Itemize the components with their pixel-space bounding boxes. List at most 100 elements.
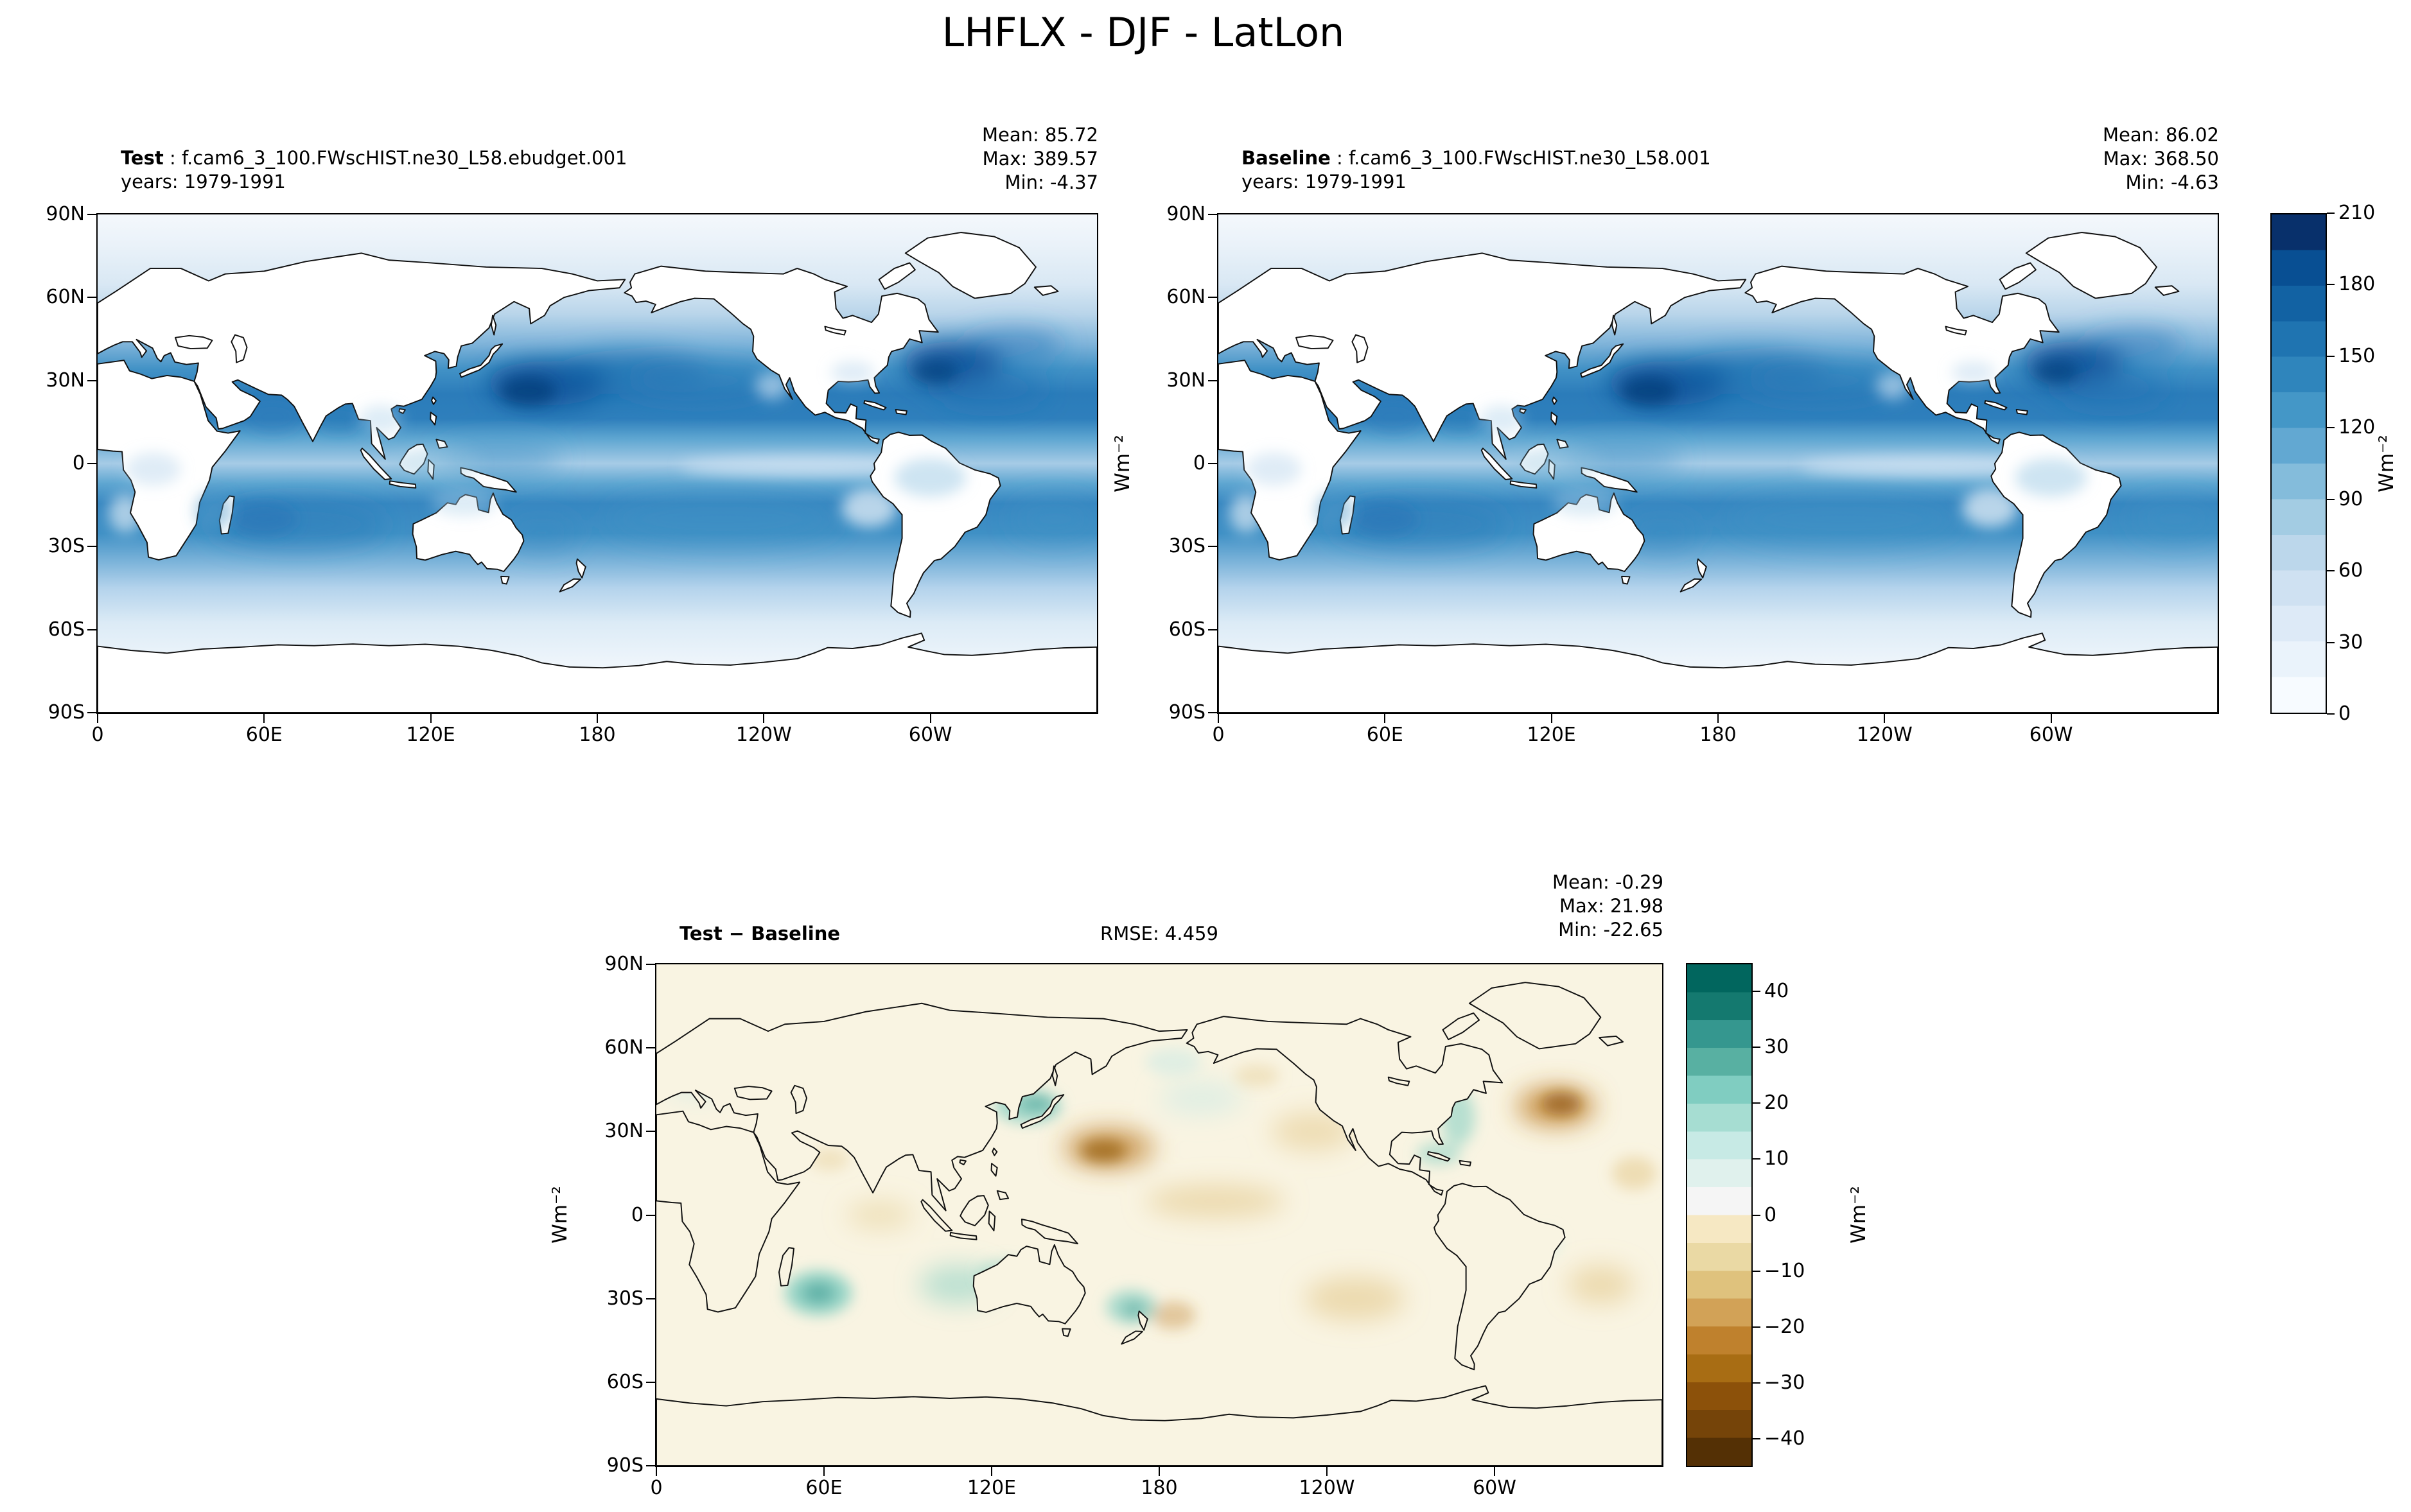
y-tick-label: 90N: [1166, 203, 1206, 225]
y-tick-label: 60N: [604, 1036, 644, 1059]
colorbar-tick-label: −30: [1764, 1371, 1805, 1395]
colorbar-tick-mark: [1753, 1046, 1760, 1048]
baseline-ylabel-unit: Wm⁻²: [1111, 435, 1134, 492]
diff-label: Test − Baseline: [679, 923, 841, 944]
colorbar-tick-label: 0: [1764, 1203, 1777, 1226]
colorbar-tick-label: 30: [1764, 1035, 1789, 1058]
colorbar-tick-mark: [2327, 641, 2335, 643]
colorbar-tick-label: 0: [2338, 702, 2351, 725]
x-tick-mark: [1218, 714, 1219, 723]
y-tick-label: 30N: [46, 369, 85, 392]
colorbar-diff-unit: Wm⁻²: [1847, 1186, 1870, 1244]
diff-stats: Mean: -0.29 Max: 21.98 Min: -22.65: [1552, 871, 1663, 942]
x-tick-label: 0: [650, 1477, 663, 1499]
world-map-test: [98, 214, 1097, 713]
x-tick-mark: [929, 714, 931, 723]
test-stats: Mean: 85.72 Max: 389.57 Min: -4.37: [982, 123, 1098, 195]
y-tick-label: 30S: [606, 1287, 644, 1310]
x-tick-mark: [1550, 714, 1552, 723]
diff-stat-max: Max: 21.98: [1559, 895, 1663, 917]
x-tick-mark: [597, 714, 598, 723]
colorbar-tick-label: 30: [2338, 630, 2363, 654]
y-tick-mark: [1208, 463, 1217, 464]
test-years: years: 1979-1991: [121, 171, 286, 193]
colorbar-tick-label: 180: [2338, 273, 2376, 296]
colorbar-flux-gradient: [2270, 213, 2327, 714]
colorbar-tick-label: −40: [1764, 1427, 1805, 1450]
diff-rmse: RMSE: 4.459: [1100, 923, 1218, 944]
y-tick-mark: [87, 214, 96, 215]
y-tick-mark: [1208, 546, 1217, 548]
colorbar-tick-mark: [1753, 1270, 1760, 1272]
colorbar-diff-gradient: [1686, 963, 1753, 1467]
x-tick-label: 60E: [1366, 724, 1403, 746]
x-tick-mark: [763, 714, 765, 723]
y-tick-label: 90S: [1168, 701, 1206, 724]
y-tick-label: 90N: [46, 203, 85, 225]
y-tick-mark: [87, 546, 96, 548]
x-tick-mark: [1159, 1467, 1160, 1476]
y-tick-label: 60S: [48, 618, 85, 641]
x-tick-mark: [1384, 714, 1386, 723]
y-tick-mark: [646, 1131, 655, 1133]
x-tick-label: 120E: [967, 1477, 1017, 1499]
x-tick-mark: [823, 1467, 825, 1476]
x-tick-mark: [1493, 1467, 1495, 1476]
y-tick-mark: [87, 629, 96, 630]
x-tick-mark: [1717, 714, 1719, 723]
map-baseline: 0 60E 120E 180 120W 60W 90N 60N 30N 0 30S 60S 90S: [1166, 205, 2219, 745]
colorbar-flux-unit: Wm⁻²: [2375, 435, 2398, 492]
x-tick-label: 60W: [1473, 1477, 1516, 1499]
test-stat-max: Max: 389.57: [982, 148, 1098, 169]
y-tick-label: 0: [72, 452, 85, 474]
test-case-name: : f.cam6_3_100.FWscHIST.ne30_L58.ebudget…: [163, 147, 627, 169]
colorbar-flux: 210 180 150 120 90 60 30 0: [2270, 204, 2375, 724]
y-tick-mark: [1208, 297, 1217, 299]
x-tick-mark: [97, 714, 98, 723]
colorbar-tick-mark: [2327, 213, 2335, 214]
x-tick-label: 180: [1141, 1477, 1178, 1499]
colorbar-tick-label: −20: [1764, 1315, 1805, 1338]
x-tick-label: 120W: [1299, 1477, 1355, 1499]
colorbar-diff: 40 30 20 10 0 −10 −20 −30 −40: [1686, 963, 1805, 1467]
y-tick-mark: [1208, 712, 1217, 713]
baseline-stats: Mean: 86.02 Max: 368.50 Min: -4.63: [2103, 123, 2219, 195]
colorbar-tick-mark: [2327, 713, 2335, 715]
y-tick-label: 90S: [606, 1454, 644, 1477]
y-tick-mark: [646, 964, 655, 965]
x-tick-mark: [990, 1467, 992, 1476]
x-tick-label: 0: [91, 724, 104, 746]
colorbar-tick-label: 90: [2338, 487, 2363, 510]
y-tick-label: 30N: [604, 1120, 644, 1143]
y-tick-label: 0: [631, 1203, 644, 1226]
y-tick-label: 90N: [604, 953, 644, 975]
x-tick-mark: [2050, 714, 2052, 723]
y-tick-label: 30S: [48, 535, 85, 558]
colorbar-tick-label: 150: [2338, 344, 2376, 367]
y-tick-label: 30N: [1166, 369, 1206, 392]
diff-stat-min: Min: -22.65: [1558, 919, 1663, 941]
x-tick-label: 120W: [735, 724, 792, 746]
baseline-stat-mean: Mean: 86.02: [2102, 124, 2219, 146]
test-stat-min: Min: -4.37: [1004, 171, 1098, 193]
test-header: Test : f.cam6_3_100.FWscHIST.ne30_L58.eb…: [121, 146, 627, 194]
x-tick-label: 120W: [1856, 724, 1913, 746]
y-tick-mark: [87, 297, 96, 299]
colorbar-tick-label: 10: [1764, 1147, 1789, 1170]
colorbar-tick-mark: [1753, 1102, 1760, 1104]
x-tick-label: 60E: [805, 1477, 843, 1499]
colorbar-tick-label: 120: [2338, 416, 2376, 439]
x-tick-mark: [656, 1467, 657, 1476]
x-tick-label: 120E: [1527, 724, 1576, 746]
colorbar-tick-label: 40: [1764, 979, 1789, 1002]
test-label: Test: [121, 147, 164, 169]
colorbar-tick-label: 60: [2338, 559, 2363, 582]
colorbar-tick-mark: [2327, 355, 2335, 357]
colorbar-tick-mark: [1753, 1158, 1760, 1160]
colorbar-tick-mark: [2327, 427, 2335, 429]
colorbar-tick-mark: [1753, 1438, 1760, 1440]
y-tick-label: 60N: [1166, 286, 1206, 309]
x-tick-label: 60W: [908, 724, 952, 746]
y-tick-mark: [87, 379, 96, 381]
colorbar-tick-mark: [2327, 284, 2335, 286]
